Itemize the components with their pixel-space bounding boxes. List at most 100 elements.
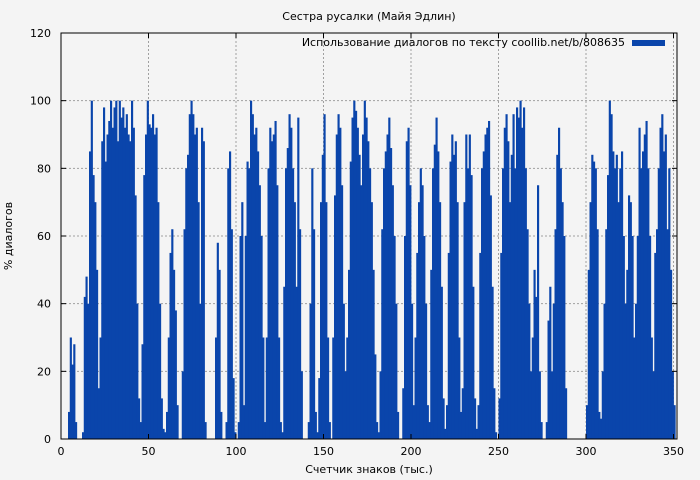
data-bar: [132, 127, 135, 439]
data-bar: [411, 303, 414, 439]
data-bar: [99, 337, 102, 439]
data-bar: [643, 134, 646, 439]
data-bar: [353, 100, 356, 440]
y-tick-label: 100: [30, 95, 51, 108]
data-bar: [629, 202, 632, 439]
legend-label: Использование диалогов по тексту coollib…: [302, 36, 625, 49]
data-bar: [440, 286, 443, 439]
data-bar: [514, 168, 517, 440]
data-bar: [348, 269, 351, 439]
data-bar: [391, 185, 394, 439]
data-bar: [384, 151, 387, 439]
data-bar: [181, 371, 184, 439]
data-bar: [635, 303, 638, 439]
data-bar: [521, 127, 524, 439]
data-bar: [129, 141, 132, 439]
data-bar: [101, 141, 104, 439]
data-bar: [104, 161, 107, 440]
data-bar: [381, 229, 384, 439]
data-bar: [503, 127, 506, 439]
data-bar: [271, 141, 274, 439]
x-tick-label: 350: [663, 445, 684, 458]
data-bar: [661, 114, 664, 439]
data-bar: [633, 337, 636, 439]
data-bar: [124, 127, 127, 439]
data-bar: [612, 151, 615, 439]
data-bar: [335, 134, 338, 439]
x-tick-label: 50: [142, 445, 156, 458]
data-bar: [234, 432, 237, 439]
data-bar: [617, 202, 620, 439]
data-bar: [237, 422, 240, 439]
data-bar: [587, 269, 590, 439]
data-bar: [664, 134, 667, 439]
data-bar: [194, 134, 197, 439]
data-bar: [85, 276, 88, 439]
data-bar: [195, 127, 198, 439]
data-bar: [253, 134, 256, 439]
data-bar: [258, 185, 261, 439]
data-bar: [407, 127, 410, 439]
data-bar: [454, 141, 457, 439]
data-bar: [475, 428, 478, 439]
data-bar: [362, 134, 365, 439]
data-bar: [423, 236, 426, 439]
data-bar: [218, 269, 221, 439]
data-bar: [244, 236, 247, 439]
data-bar: [668, 168, 671, 440]
data-bar: [402, 388, 405, 439]
data-bar: [227, 168, 230, 440]
data-bar: [479, 252, 482, 439]
x-tick-label: 150: [313, 445, 334, 458]
data-bar: [442, 398, 445, 439]
data-bar: [113, 107, 116, 439]
data-bar: [444, 428, 447, 439]
data-bar: [621, 151, 624, 439]
data-bar: [505, 114, 508, 439]
data-bar: [439, 202, 442, 439]
data-bar: [388, 117, 391, 439]
data-bar: [201, 127, 204, 439]
data-bar: [502, 168, 505, 440]
data-bar: [404, 236, 407, 439]
data-bar: [157, 202, 160, 439]
data-bar: [517, 117, 520, 439]
data-bar: [600, 418, 603, 439]
data-bar: [174, 310, 177, 439]
data-bar: [428, 422, 431, 439]
data-bar: [626, 269, 629, 439]
data-bar: [593, 161, 596, 440]
data-bar: [419, 168, 422, 440]
data-bar: [248, 168, 251, 440]
data-bar: [204, 422, 207, 439]
data-bar: [199, 303, 202, 439]
data-bar: [509, 202, 512, 439]
data-bar: [145, 134, 148, 439]
data-bar: [288, 114, 291, 439]
data-bar: [187, 154, 190, 440]
data-bar: [670, 269, 673, 439]
data-bar: [225, 422, 228, 439]
data-bar: [344, 371, 347, 439]
data-bar: [276, 185, 279, 439]
legend-swatch: [632, 40, 665, 46]
data-bar: [528, 303, 531, 439]
data-bar: [243, 405, 246, 439]
data-bar: [111, 127, 114, 439]
data-bar: [269, 127, 272, 439]
data-bar: [451, 134, 454, 439]
data-bar: [551, 371, 554, 439]
data-bar: [456, 202, 459, 439]
data-bar: [596, 229, 599, 439]
data-bar: [108, 120, 111, 439]
data-bar: [68, 411, 71, 439]
data-bar: [167, 337, 170, 439]
data-bar: [589, 202, 592, 439]
y-tick-label: 20: [37, 365, 51, 378]
data-bar: [622, 236, 625, 439]
data-bar: [607, 175, 610, 439]
data-bar: [647, 168, 650, 440]
data-bar: [614, 168, 617, 440]
x-axis-title: Счетчик знаков (тыс.): [305, 463, 433, 476]
data-bar: [500, 252, 503, 439]
